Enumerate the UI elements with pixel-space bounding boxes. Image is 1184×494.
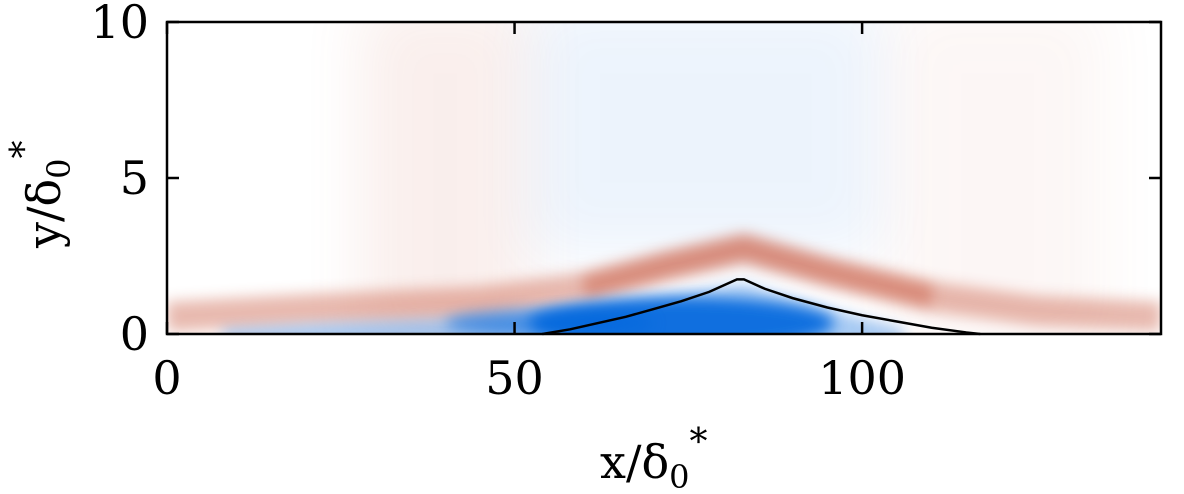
field-band (361, 22, 529, 334)
y-axis: 0 5 10 (90, 0, 1161, 361)
y-tick-label: 0 (120, 307, 149, 361)
contour-line (542, 278, 981, 336)
x-tick-label: 100 (818, 351, 906, 405)
x-axis: 0 50 100 (152, 22, 906, 405)
field-band (528, 22, 883, 254)
y-tick-label: 10 (90, 0, 149, 49)
y-tick-label: 5 (120, 151, 149, 205)
y-axis-label: y/δ0* (4, 140, 78, 249)
x-tick-label: 0 (152, 351, 181, 405)
positive-band-core (581, 238, 934, 307)
x-axis-label: x/δ0* (600, 422, 708, 494)
heatmap-field (167, 22, 1161, 334)
negative-core (445, 309, 654, 334)
x-tick-label: 50 (485, 351, 544, 405)
